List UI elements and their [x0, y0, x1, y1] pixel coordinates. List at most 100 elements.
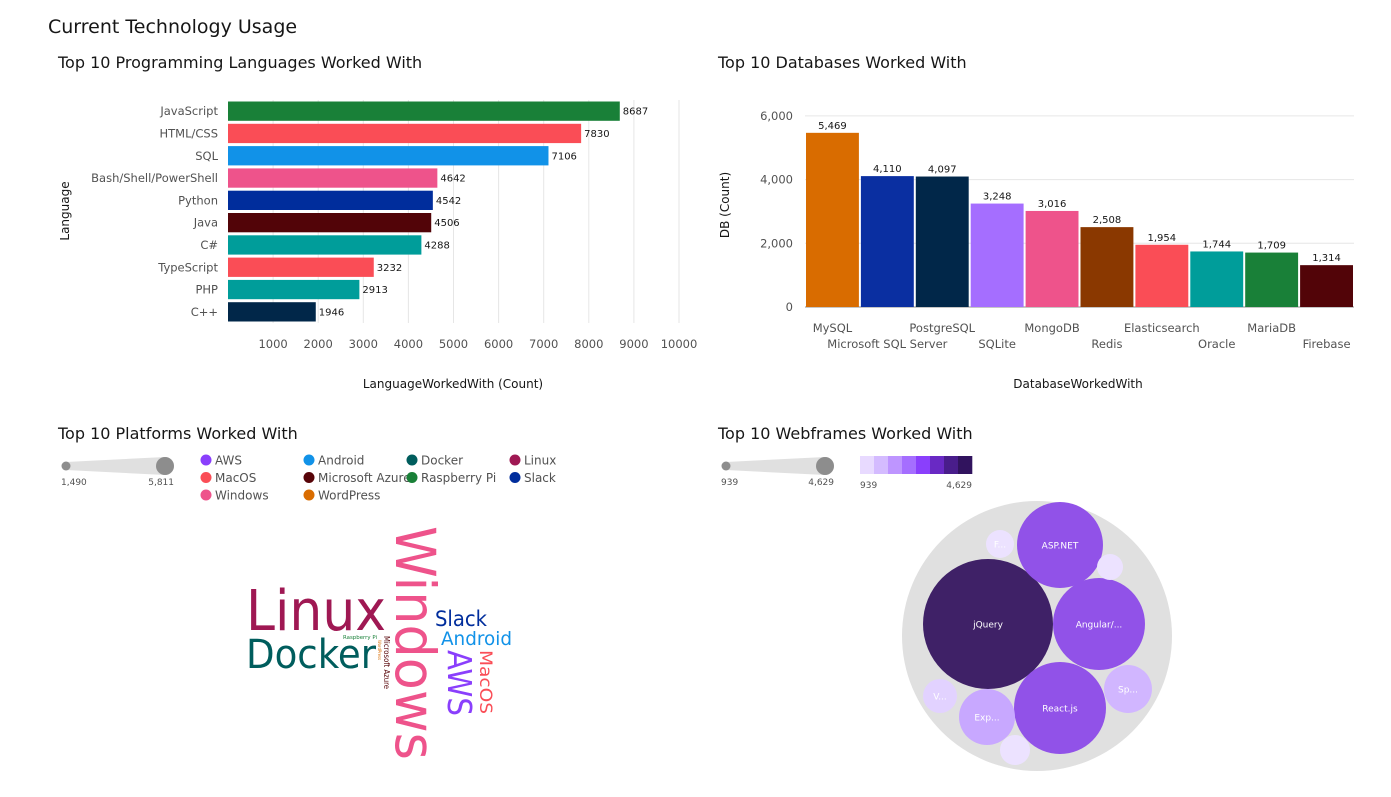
- color-legend-min-label: 939: [860, 481, 877, 491]
- bar: [1300, 265, 1353, 307]
- word: WordPress: [377, 640, 382, 660]
- word: AWS: [440, 650, 479, 716]
- size-legend-max-circle: [816, 457, 834, 475]
- bubble: [1053, 578, 1145, 670]
- data-label: 4288: [424, 240, 449, 251]
- data-label: 1,709: [1257, 241, 1286, 252]
- x-tick-label: 2000: [304, 337, 333, 351]
- data-label: 4642: [440, 174, 465, 185]
- databases-chart: 0 2,000 4,000 6,000 5,469 MySQL 4,110 Microsoft…: [718, 109, 1354, 391]
- legend-label: Microsoft Azure: [318, 471, 411, 485]
- y-tick-label: Python: [178, 193, 218, 207]
- x-tick-label: 5000: [439, 337, 468, 351]
- languages-chart-title: Top 10 Programming Languages Worked With: [58, 53, 423, 72]
- data-label: 7106: [551, 151, 576, 162]
- y-axis-title: DB (Count): [718, 172, 732, 238]
- y-tick-label: C#: [200, 238, 218, 252]
- bubble-label: Exp...: [974, 714, 999, 724]
- bubble: [923, 559, 1053, 689]
- size-legend-min-circle: [721, 461, 731, 471]
- color-legend-step: [916, 456, 931, 474]
- data-label: 4,110: [873, 164, 902, 175]
- word: MacOS: [475, 650, 495, 714]
- bar: [1245, 252, 1299, 307]
- word: Android: [441, 628, 512, 650]
- size-legend-min-circle: [61, 461, 71, 471]
- languages-chart: 1000 2000 3000 4000 5000 6000 7000 8000 9000 1000…: [58, 100, 697, 391]
- x-tick-label: Elasticsearch: [1124, 321, 1200, 335]
- bar: [228, 257, 374, 277]
- legend-swatch: [509, 472, 521, 483]
- data-label: 8687: [623, 107, 648, 118]
- bar: [228, 190, 433, 210]
- size-legend-min-label: 1,490: [61, 478, 87, 488]
- bubble-label: ASP.NET: [1042, 542, 1079, 552]
- bubble-label: Sp...: [1118, 686, 1138, 696]
- bar: [228, 146, 549, 166]
- bar: [806, 132, 859, 307]
- legend-label: Slack: [524, 471, 556, 485]
- color-legend-step: [930, 456, 945, 474]
- bar: [228, 235, 422, 255]
- y-tick-label: PHP: [195, 283, 218, 297]
- x-tick-label: 4000: [394, 337, 423, 351]
- bubble: [1014, 662, 1106, 754]
- x-tick-label: Microsoft SQL Server: [827, 337, 947, 351]
- size-legend-track: [726, 457, 834, 475]
- data-label: 1,744: [1202, 239, 1231, 250]
- size-legend-max-label: 5,811: [148, 478, 174, 488]
- data-label: 1,314: [1312, 253, 1341, 264]
- size-legend-max-circle: [156, 457, 174, 475]
- x-tick-label: 1000: [258, 337, 287, 351]
- legend-label: MacOS: [215, 471, 256, 485]
- y-tick-label: TypeScript: [157, 260, 218, 274]
- x-tick-label: Firebase: [1303, 337, 1351, 351]
- data-label: 7830: [584, 129, 609, 140]
- y-tick-label: HTML/CSS: [159, 126, 218, 140]
- legend-swatch: [200, 472, 212, 483]
- bar: [228, 101, 620, 121]
- bubble-label: Angular/...: [1076, 621, 1123, 631]
- data-label: 4506: [434, 218, 459, 229]
- bubble: [1097, 554, 1123, 580]
- x-tick-label: MongoDB: [1024, 321, 1079, 335]
- legend-swatch: [406, 454, 418, 466]
- data-label: 3,248: [983, 192, 1012, 203]
- x-tick-label: PostgreSQL: [909, 321, 975, 335]
- y-tick-label: 2,000: [760, 236, 793, 250]
- legend-swatch: [200, 489, 212, 501]
- y-tick-label: Java: [193, 216, 218, 230]
- size-legend-track: [66, 457, 174, 475]
- x-tick-label: 6000: [484, 337, 513, 351]
- y-tick-label: 0: [786, 300, 793, 314]
- color-legend-step: [902, 456, 917, 474]
- data-label: 4,097: [928, 165, 957, 176]
- color-legend-step: [944, 456, 959, 474]
- webframes-chart-title: Top 10 Webframes Worked With: [718, 424, 973, 443]
- x-axis-title: DatabaseWorkedWith: [1013, 377, 1142, 391]
- data-label: 1946: [319, 307, 344, 318]
- word: Slack: [435, 607, 488, 631]
- data-label: 3,016: [1038, 199, 1067, 210]
- bubble-label: V...: [933, 693, 947, 703]
- y-tick-label: 4,000: [760, 173, 793, 187]
- bar: [1025, 210, 1079, 307]
- data-label: 3232: [377, 263, 402, 274]
- bar: [915, 176, 969, 307]
- legend-label: Android: [318, 454, 364, 468]
- data-label: 2913: [362, 285, 387, 296]
- color-legend-step: [860, 456, 875, 474]
- word: Raspberry Pi: [343, 635, 377, 641]
- legend-swatch: [303, 489, 315, 501]
- data-label: 1,954: [1148, 233, 1177, 244]
- y-tick-label: C++: [191, 305, 218, 319]
- legend-swatch: [303, 472, 315, 483]
- legend-label: Linux: [524, 454, 556, 468]
- bar: [228, 123, 582, 144]
- x-tick-label: 3000: [349, 337, 378, 351]
- bubble-label: F...: [994, 541, 1006, 551]
- legend-label: Raspberry Pi: [421, 471, 496, 485]
- y-axis-title: Language: [58, 181, 72, 240]
- bubble: [923, 679, 957, 713]
- x-axis-title: LanguageWorkedWith (Count): [363, 377, 543, 391]
